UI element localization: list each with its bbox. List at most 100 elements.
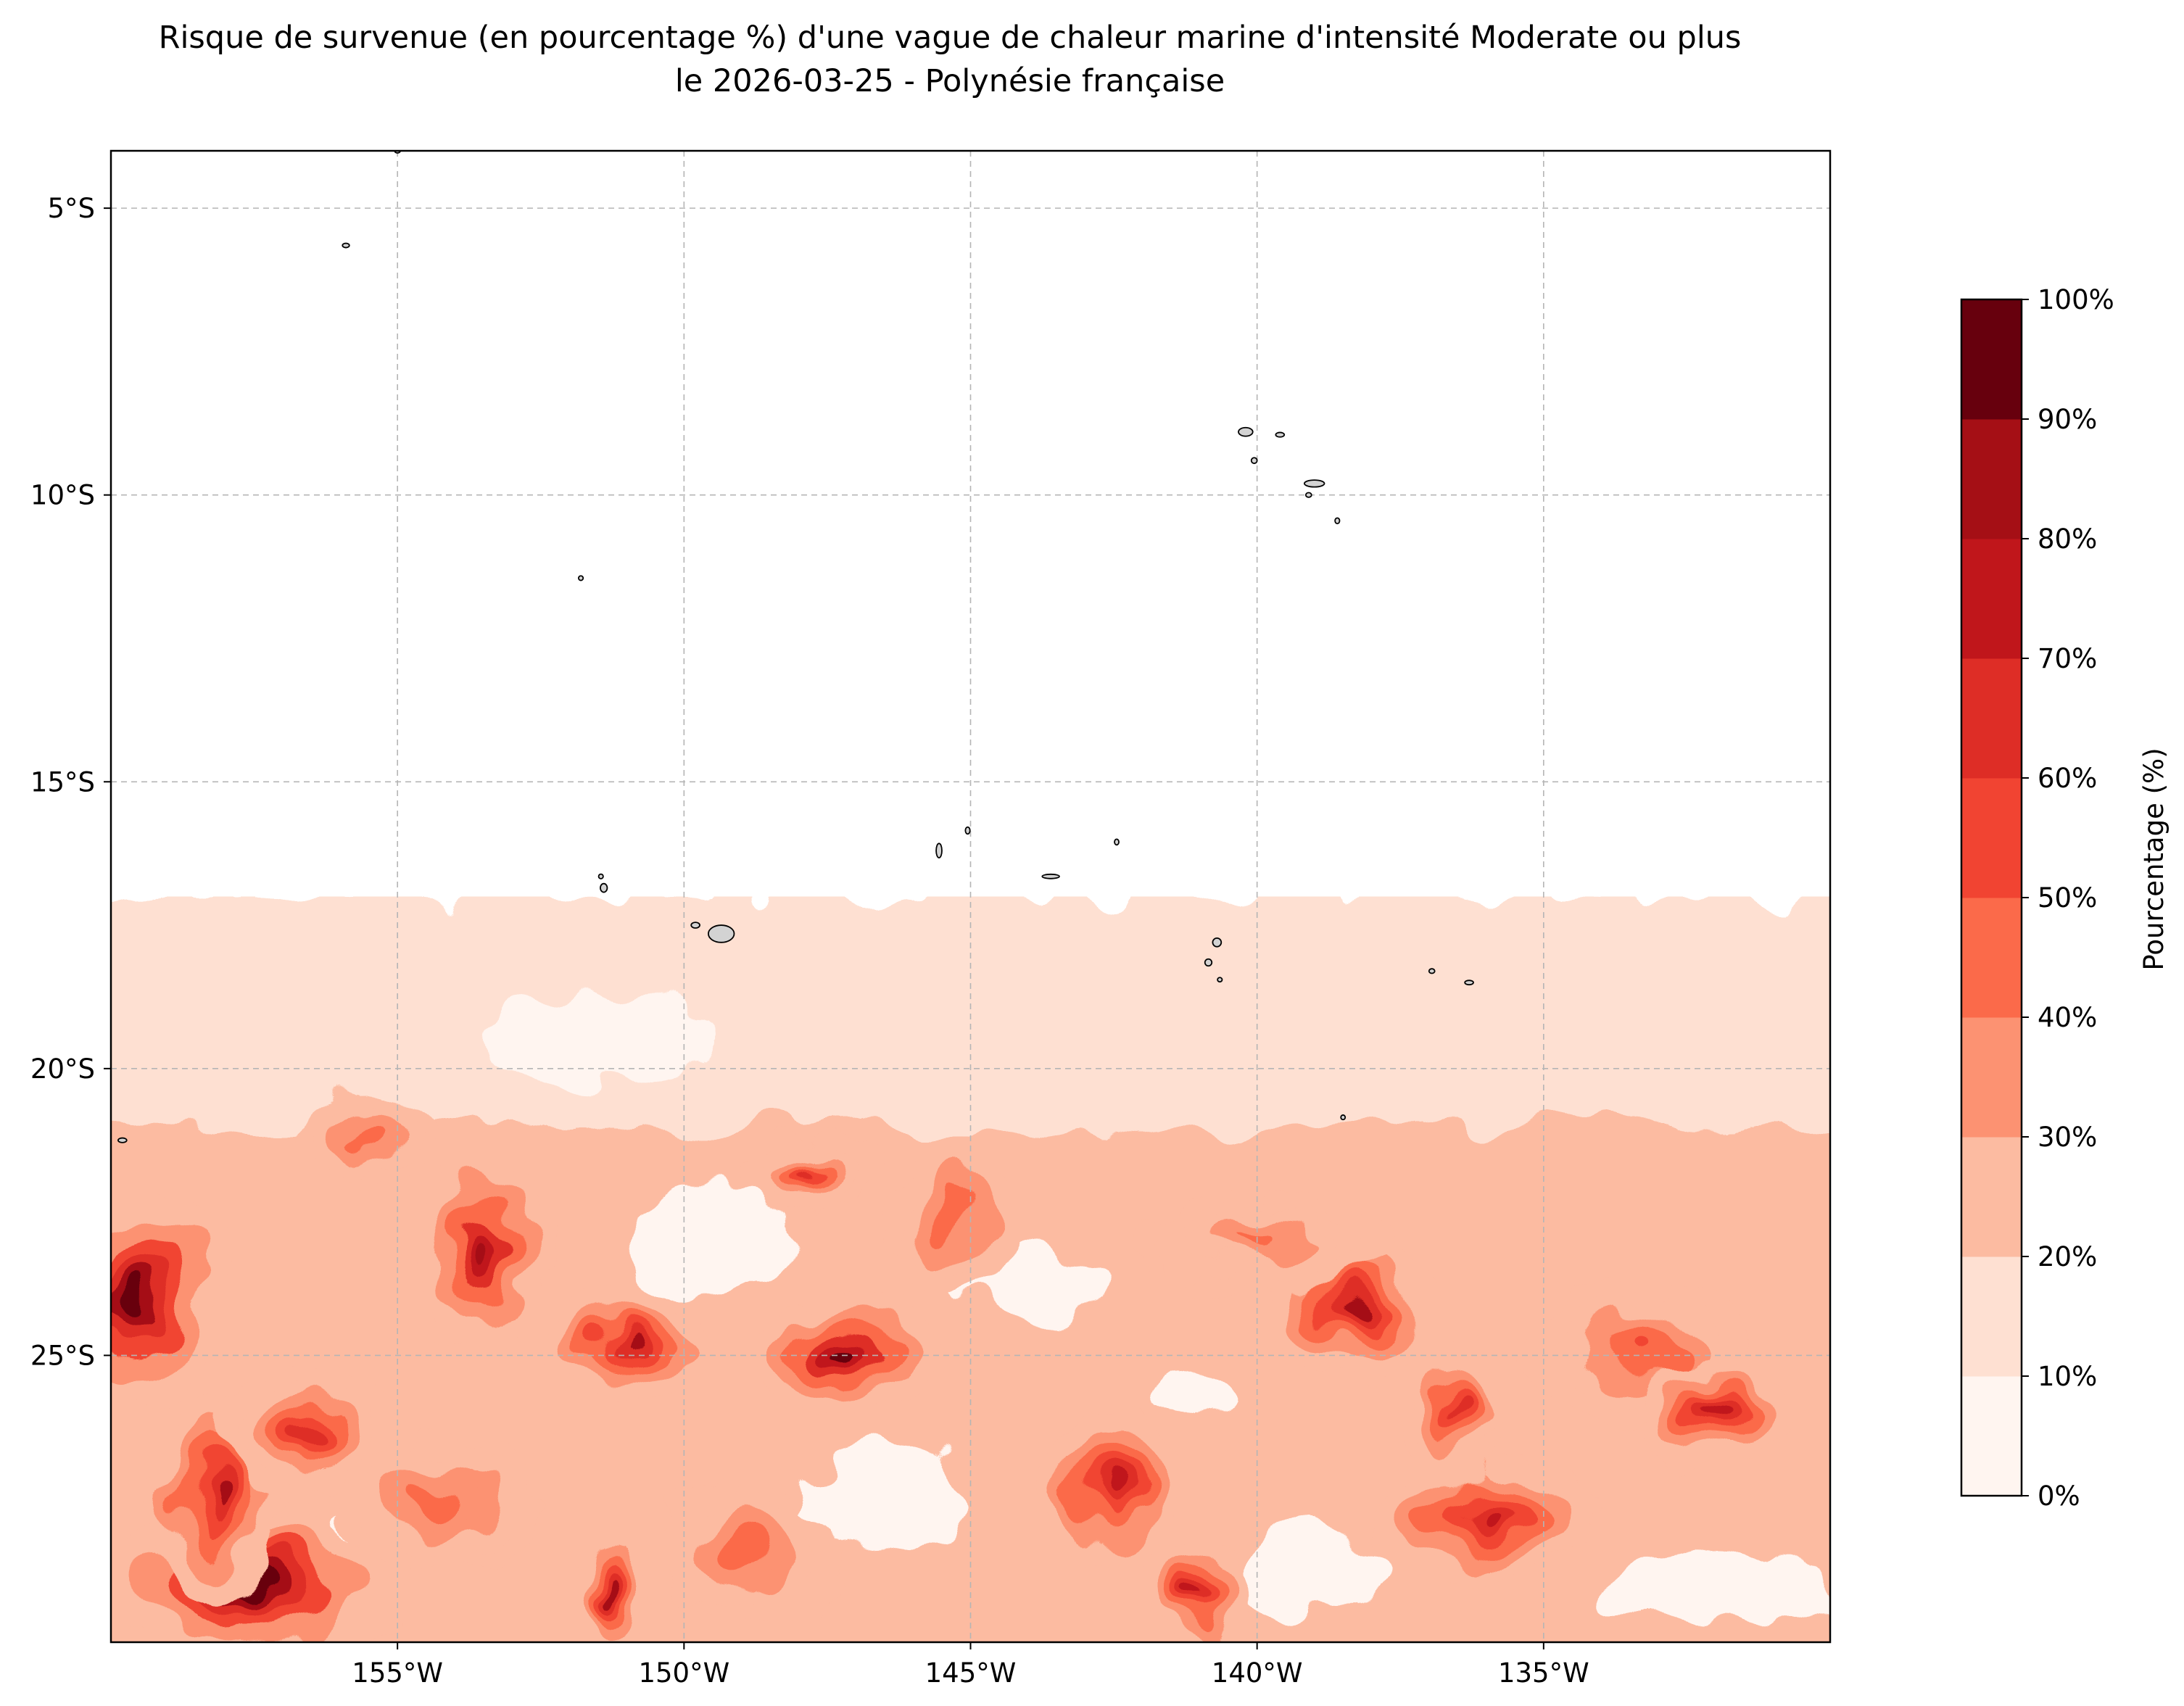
cool-spot-2 [626, 1188, 799, 1293]
hotspot-7 [895, 1125, 1011, 1299]
island-18 [1204, 958, 1213, 967]
island-9 [597, 873, 604, 879]
colorbar-segment-1 [1961, 1256, 2022, 1377]
hotspot-19-level-5 [729, 1548, 753, 1565]
island-2 [578, 575, 584, 581]
island-14 [964, 826, 971, 835]
x-tick-label-3: 140°W [1212, 1657, 1303, 1689]
island-21 [1464, 980, 1474, 986]
colorbar-segment-3 [1961, 1017, 2022, 1138]
colorbar-segment-0 [1961, 1376, 2022, 1496]
hotspot-14-level-5 [1627, 1346, 1655, 1365]
island-10 [600, 882, 608, 893]
colorbar-label: Pourcentage (%) [2138, 748, 2169, 970]
hotspot-2-level-5 [207, 1486, 221, 1512]
hotspot-3-level-5 [301, 1421, 322, 1439]
island-23 [117, 1137, 128, 1143]
hotspot-12-level-5 [1472, 1508, 1500, 1524]
hotspot-5 [547, 1286, 706, 1401]
heat-contours [111, 896, 1830, 1642]
colorbar-segment-4 [1961, 898, 2022, 1018]
hotspot-15-level-5 [1707, 1407, 1724, 1419]
cool-spot-5 [1154, 1367, 1246, 1425]
colorbar-segment-2 [1961, 1137, 2022, 1257]
y-axis-ticks: 5°S 10°S 15°S 20°S 25°S [30, 193, 111, 1371]
hotspot-13-level-5 [1446, 1404, 1458, 1422]
island-3 [1238, 426, 1254, 437]
hotspot-5-level-5 [617, 1337, 637, 1351]
island-12 [708, 924, 735, 943]
cool-spot-7 [1600, 1550, 1830, 1620]
chart-title-line-2: le 2026-03-25 - Polynésie française [674, 63, 1225, 99]
hotspot-17 [297, 1094, 441, 1181]
hotspot-9-level-5 [1106, 1477, 1122, 1498]
island-19 [1217, 977, 1223, 983]
hotspot-20 [343, 1440, 544, 1570]
cool-spot-1 [798, 1441, 971, 1557]
x-tick-label-4: 135°W [1498, 1657, 1589, 1689]
islands [117, 151, 1474, 1143]
cool-spot-4 [1234, 1527, 1395, 1620]
colorbar-tick-label-9: 90% [2038, 404, 2097, 435]
hotspot-0-level-5 [129, 1284, 150, 1312]
y-tick-label-0: 5°S [47, 193, 95, 224]
cool-spot-6 [483, 993, 713, 1086]
hotspot-10-level-5 [1194, 1595, 1206, 1610]
hotspot-4-level-5 [476, 1241, 492, 1264]
hotspot-8-level-5 [802, 1167, 818, 1177]
island-15 [1041, 873, 1060, 879]
y-tick-label-3: 20°S [30, 1053, 95, 1085]
hotspot-9 [1049, 1401, 1178, 1574]
colorbar-tick-label-6: 60% [2038, 763, 2097, 794]
hotspot-20-level-5 [431, 1496, 455, 1512]
chart-title-line-1: Risque de survenue (en pourcentage %) d'… [158, 20, 1742, 56]
x-tick-label-1: 150°W [638, 1657, 729, 1689]
heatwave-risk-field [111, 896, 1830, 1642]
x-tick-label-0: 155°W [352, 1657, 443, 1689]
island-8 [1334, 517, 1341, 525]
hotspot-7-level-5 [946, 1201, 961, 1222]
hotspot-11-level-5 [1349, 1301, 1371, 1318]
island-20 [1428, 968, 1436, 974]
colorbar-tick-label-5: 50% [2038, 882, 2097, 914]
colorbar: 0% 10% 20% 30% 40% 50% 60% 70% 80% 90% 100% [1960, 284, 2114, 1512]
island-1 [342, 242, 350, 249]
hotspot-3 [226, 1358, 398, 1502]
colorbar-segment-6 [1961, 658, 2022, 779]
island-4 [1275, 431, 1286, 438]
hotspot-8 [745, 1135, 875, 1208]
island-6 [1303, 479, 1325, 488]
colorbar-segment-7 [1961, 539, 2022, 659]
hotspot-19 [641, 1491, 842, 1621]
island-11 [690, 922, 700, 929]
hotspot-18-level-5 [605, 1589, 614, 1604]
hotspot-18 [574, 1539, 645, 1642]
hotspot-1 [111, 1513, 412, 1642]
hotspot-13 [1402, 1341, 1502, 1485]
colorbar-tick-label-7: 70% [2038, 643, 2097, 674]
colorbar-segment-5 [1961, 778, 2022, 898]
island-5 [1250, 457, 1258, 465]
colorbar-segment-8 [1961, 419, 2022, 539]
colorbar-tick-label-10: 100% [2038, 284, 2114, 315]
island-16 [1114, 838, 1120, 846]
colorbar-tick-label-2: 20% [2038, 1241, 2097, 1272]
hotspot-10 [1149, 1544, 1250, 1642]
hotspot-17-level-5 [360, 1132, 378, 1143]
island-7 [1304, 492, 1312, 498]
colorbar-tick-label-4: 40% [2038, 1002, 2097, 1033]
x-tick-label-2: 145°W [925, 1657, 1017, 1689]
y-tick-label-2: 15°S [30, 766, 95, 798]
colorbar-tick-label-8: 80% [2038, 523, 2097, 555]
y-tick-label-1: 10°S [30, 480, 95, 511]
hotspot-4 [418, 1159, 548, 1346]
gridlines [111, 151, 1830, 1642]
x-axis-ticks: 155°W 150°W 145°W 140°W 135°W [352, 1642, 1589, 1689]
hotspot-12 [1371, 1451, 1601, 1581]
hotspot-15 [1644, 1362, 1787, 1463]
colorbar-tick-label-3: 30% [2038, 1122, 2097, 1153]
colorbar-tick-label-1: 10% [2038, 1361, 2097, 1392]
island-17 [1212, 937, 1223, 948]
y-tick-label-4: 25°S [30, 1340, 95, 1371]
